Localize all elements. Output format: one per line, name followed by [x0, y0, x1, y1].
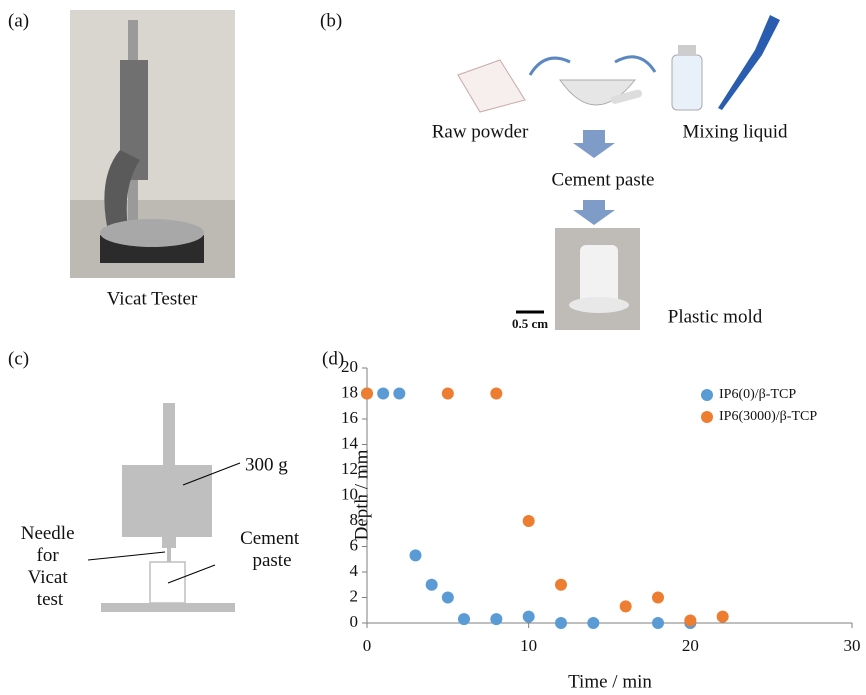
point	[620, 600, 632, 612]
label: Cement paste	[240, 528, 304, 571]
label: Mixing liquid	[682, 121, 788, 142]
point	[377, 388, 389, 400]
legend-label: IP6(0)/β-TCP	[719, 387, 796, 402]
x-tick-label: 0	[363, 636, 372, 655]
point	[490, 613, 502, 625]
point	[361, 388, 373, 400]
point	[523, 611, 535, 623]
panel-label: (a)	[8, 10, 29, 31]
point	[426, 579, 438, 591]
y-tick-label: 18	[341, 382, 358, 401]
y-tick-label: 16	[341, 408, 358, 427]
point	[684, 614, 696, 626]
line: paste	[252, 550, 291, 571]
caption: Vicat Tester	[107, 288, 198, 309]
point	[410, 549, 422, 561]
point	[652, 592, 664, 604]
y-tick-label: 14	[341, 433, 359, 452]
vicat-photo	[70, 10, 235, 278]
line: for	[37, 545, 60, 566]
y-tick-label: 0	[350, 612, 359, 631]
point	[555, 617, 567, 629]
point	[442, 388, 454, 400]
legend-marker	[701, 411, 713, 423]
y-tick-label: 2	[350, 586, 359, 605]
y-tick-label: 10	[341, 484, 358, 503]
x-tick-label: 20	[682, 636, 699, 655]
y-tick-label: 4	[350, 561, 359, 580]
line: Needle	[21, 523, 75, 544]
line: Vicat	[28, 567, 69, 588]
point	[555, 579, 567, 591]
label: Plastic mold	[668, 306, 763, 327]
point	[442, 592, 454, 604]
point	[587, 617, 599, 629]
point	[458, 613, 470, 625]
y-tick-label: 20	[341, 357, 358, 376]
figure: (a) Vicat Tester (b) Raw powder Mixing l…	[0, 0, 866, 695]
label: Raw powder	[432, 121, 529, 142]
point	[393, 388, 405, 400]
label: Cement paste	[552, 169, 655, 190]
legend-label: IP6(3000)/β-TCP	[719, 409, 817, 424]
x-axis-label: Time / min	[568, 671, 652, 692]
line: Cement	[240, 528, 300, 549]
scale-bar-label: 0.5 cm	[512, 316, 548, 331]
panel-label: (c)	[8, 348, 29, 369]
legend-marker	[701, 389, 713, 401]
point	[717, 611, 729, 623]
x-tick-label: 10	[520, 636, 537, 655]
vicat-diagram	[88, 403, 240, 612]
point	[652, 617, 664, 629]
line: test	[37, 589, 64, 610]
label: Needle for Vicat test	[21, 523, 80, 610]
x-tick-label: 30	[844, 636, 861, 655]
y-tick-label: 8	[350, 510, 359, 529]
point	[523, 515, 535, 527]
y-tick-label: 6	[350, 535, 359, 554]
label: 300 g	[245, 454, 288, 475]
plot: 0 2 4 6 8 10 12 14 16 18 20 0 10 20 30 IP6(0)/β-TCP IP6(…	[341, 357, 861, 655]
panel-label: (b)	[320, 10, 342, 31]
y-tick-label: 12	[341, 459, 358, 478]
point	[490, 388, 502, 400]
